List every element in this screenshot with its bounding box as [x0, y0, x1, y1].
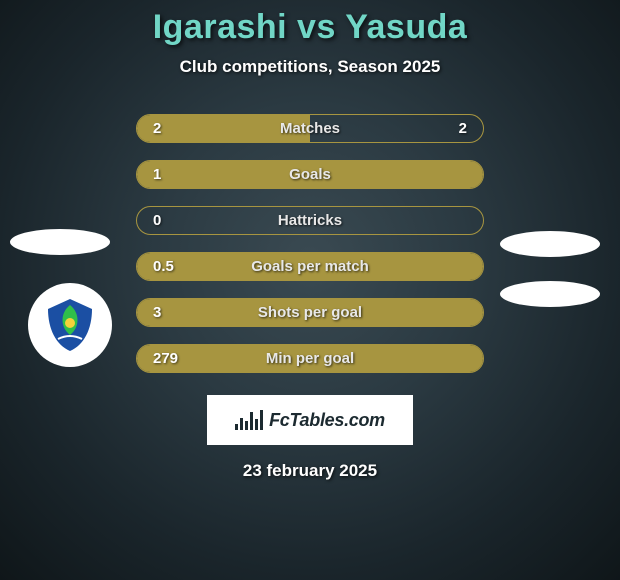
stat-pill: 2Matches2	[136, 114, 484, 143]
stat-label: Goals per match	[137, 258, 483, 275]
stat-label: Goals	[137, 166, 483, 183]
stat-pill: 3Shots per goal	[136, 298, 484, 327]
stat-label: Hattricks	[137, 212, 483, 229]
date-label: 23 february 2025	[0, 461, 620, 481]
brand-badge: FcTables.com	[207, 395, 413, 445]
stat-row: 1Goals	[0, 151, 620, 197]
brand-text: FcTables.com	[269, 410, 385, 431]
stats-area: 2Matches2 1Goals 0Hattricks 0.5Goals per ma…	[0, 105, 620, 381]
stat-label: Min per goal	[137, 350, 483, 367]
brand-bars-icon	[235, 410, 263, 430]
stat-pill: 0.5Goals per match	[136, 252, 484, 281]
stat-pill: 279Min per goal	[136, 344, 484, 373]
stat-pill: 1Goals	[136, 160, 484, 189]
page-title: Igarashi vs Yasuda	[0, 8, 620, 47]
stat-row: 279Min per goal	[0, 335, 620, 381]
stat-row: 0.5Goals per match	[0, 243, 620, 289]
stat-row: 2Matches2	[0, 105, 620, 151]
stat-pill: 0Hattricks	[136, 206, 484, 235]
stat-right-value: 2	[459, 120, 467, 137]
stat-label: Shots per goal	[137, 304, 483, 321]
subtitle: Club competitions, Season 2025	[0, 57, 620, 77]
stat-row: 0Hattricks	[0, 197, 620, 243]
stat-row: 3Shots per goal	[0, 289, 620, 335]
stat-label: Matches	[137, 120, 483, 137]
